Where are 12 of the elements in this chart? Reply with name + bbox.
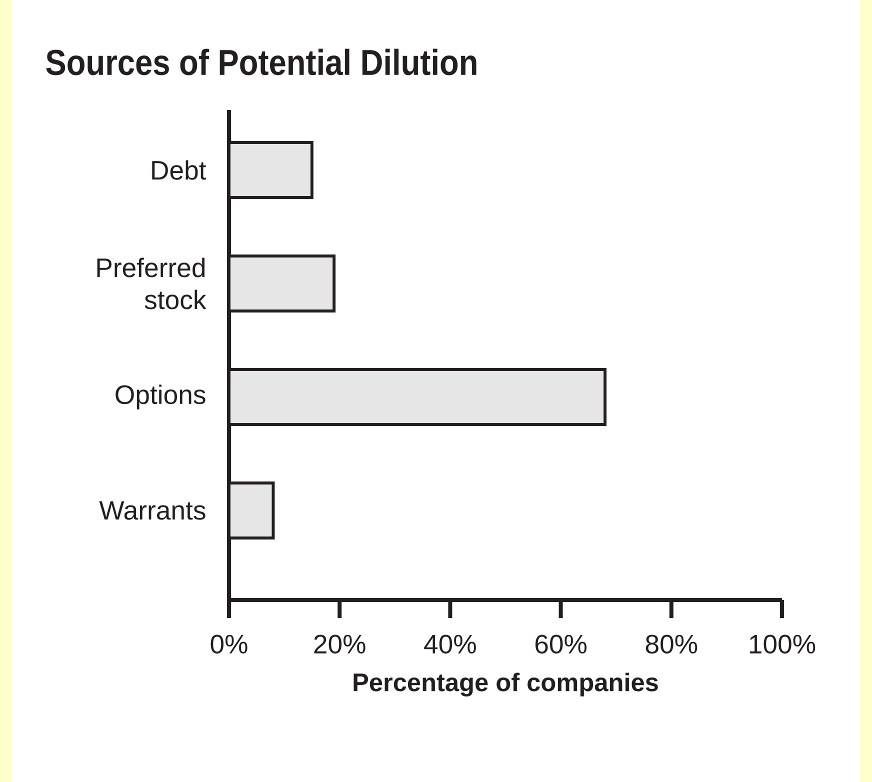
x-tick-label: 80%	[646, 634, 698, 654]
y-tick-label: Options	[116, 384, 206, 410]
x-tick-label: 60%	[535, 634, 587, 654]
x-tick-label: 40%	[424, 634, 476, 654]
x-axis-title: Percentage of companies	[354, 672, 658, 696]
chart-title: Sources of Potential Dilution	[46, 48, 476, 76]
x-tick-label: 0%	[210, 634, 248, 654]
y-tick-label: Debt	[152, 160, 206, 180]
x-tick-label: 20%	[314, 634, 366, 654]
y-tick-label: Preferred stock	[97, 258, 206, 310]
y-tick-label: Warrants	[99, 501, 206, 520]
x-tick-label: 100%	[750, 634, 816, 654]
